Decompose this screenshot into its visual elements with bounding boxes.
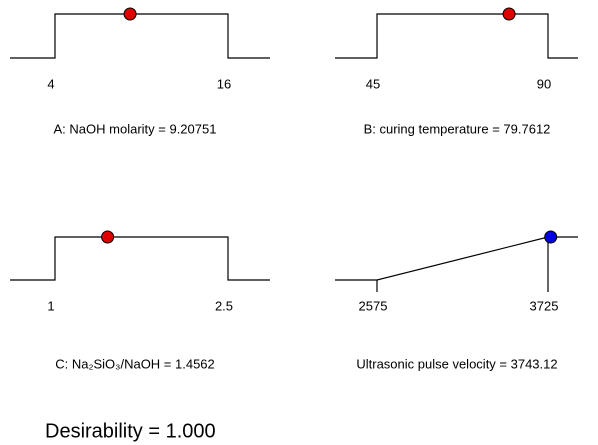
x-tick-label: 2575 [359,298,388,313]
ramp-line [335,236,578,281]
x-tick-label: 3725 [530,298,559,313]
range-line [10,13,270,59]
value-marker [123,7,137,21]
factor-label: A: NaOH molarity = 9.20751 [54,121,217,136]
x-tick-label: 16 [217,76,231,91]
x-tick-label: 4 [47,76,54,91]
factor-label: Ultrasonic pulse velocity = 3743.12 [356,356,557,371]
desirability: Desirability = 1.000 [45,420,216,442]
x-tick-label: 2.5 [215,298,233,313]
range-line [335,13,578,59]
value-marker [101,230,115,244]
factor-label: C: Na₂SiO₃/NaOH = 1.4562 [55,356,215,371]
value-marker [544,230,558,244]
x-tick-label: 1 [47,298,54,313]
x-tick-label: 45 [366,76,380,91]
factor-label: B: curing temperature = 79.7612 [364,121,551,136]
x-tick-label: 90 [537,76,551,91]
value-marker [502,7,516,21]
range-line [10,236,270,281]
